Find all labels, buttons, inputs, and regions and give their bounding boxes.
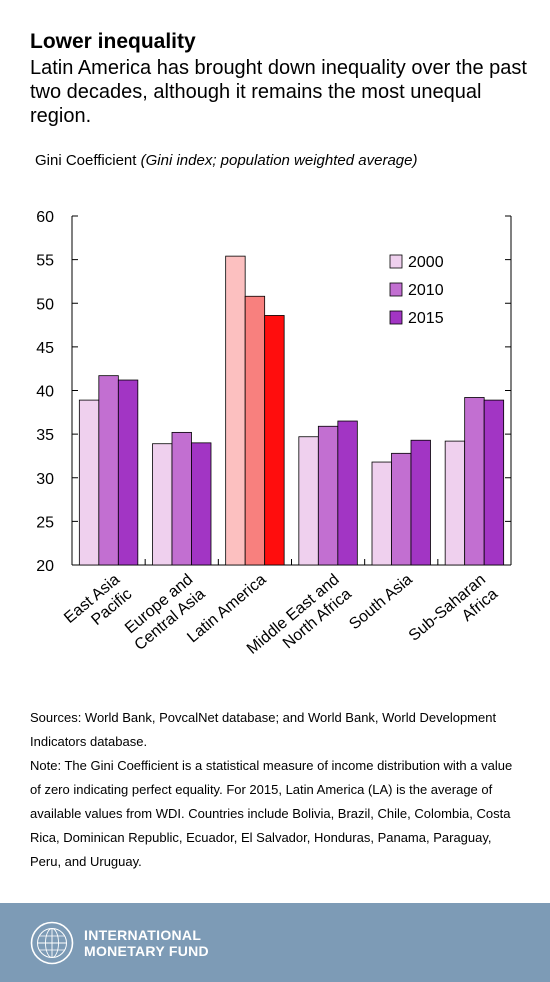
page-subtitle: Latin America has brought down inequalit… [30, 57, 527, 127]
x-tick-label: East AsiaPacific [61, 571, 135, 642]
y-tick-label: 60 [36, 209, 54, 226]
y-tick-label: 40 [36, 384, 54, 401]
legend-swatch [389, 310, 403, 325]
bar [298, 436, 319, 566]
x-tick-label-line: South Asia [346, 571, 416, 633]
imf-wordmark: INTERNATIONAL MONETARY FUND [84, 927, 209, 959]
bar [483, 399, 505, 566]
x-tick-label: Sub-SaharanAfrica [406, 571, 501, 659]
y-tick-label: 30 [36, 471, 54, 488]
bar [117, 379, 139, 566]
y-tick-label: 55 [36, 253, 54, 270]
legend-swatch [389, 282, 403, 297]
bar [152, 443, 173, 566]
legend-swatch [389, 254, 403, 269]
bar [98, 375, 119, 566]
legend-label: 2015 [408, 310, 444, 327]
y-tick-label: 35 [36, 427, 54, 444]
bar [78, 399, 100, 566]
org-name-line1: INTERNATIONAL [84, 927, 202, 943]
chart-notes: Sources: World Bank, PovcalNet database;… [30, 706, 526, 874]
y-tick-label: 45 [36, 340, 54, 357]
bar [337, 420, 358, 566]
y-tick-label: 20 [36, 558, 54, 575]
org-name-line2: MONETARY FUND [84, 943, 209, 959]
bar [410, 439, 431, 566]
bar [264, 315, 285, 566]
y-tick-label: 25 [36, 514, 54, 531]
y-axis-label-main: Gini Coefficient [35, 152, 137, 169]
y-axis-label: Gini Coefficient (Gini index; population… [35, 152, 417, 169]
bar [171, 431, 192, 566]
bar [464, 397, 485, 566]
legend-label: 2000 [408, 254, 444, 271]
bar [371, 461, 392, 566]
bar [191, 442, 212, 566]
sources-text: Sources: World Bank, PovcalNet database;… [30, 710, 497, 749]
bar [317, 425, 339, 566]
legend-label: 2010 [408, 282, 444, 299]
footer-bar: INTERNATIONAL MONETARY FUND [0, 903, 550, 982]
bar [225, 255, 246, 566]
note-text: Note: The Gini Coefficient is a statisti… [30, 758, 513, 869]
y-axis-label-note: (Gini index; population weighted average… [140, 152, 418, 169]
x-tick-label: South Asia [346, 571, 416, 633]
page-title: Lower inequality [30, 30, 196, 53]
bar [244, 295, 266, 566]
bar [391, 452, 412, 566]
y-tick-label: 50 [36, 296, 54, 313]
imf-seal-icon [30, 921, 74, 965]
bar [444, 440, 466, 566]
